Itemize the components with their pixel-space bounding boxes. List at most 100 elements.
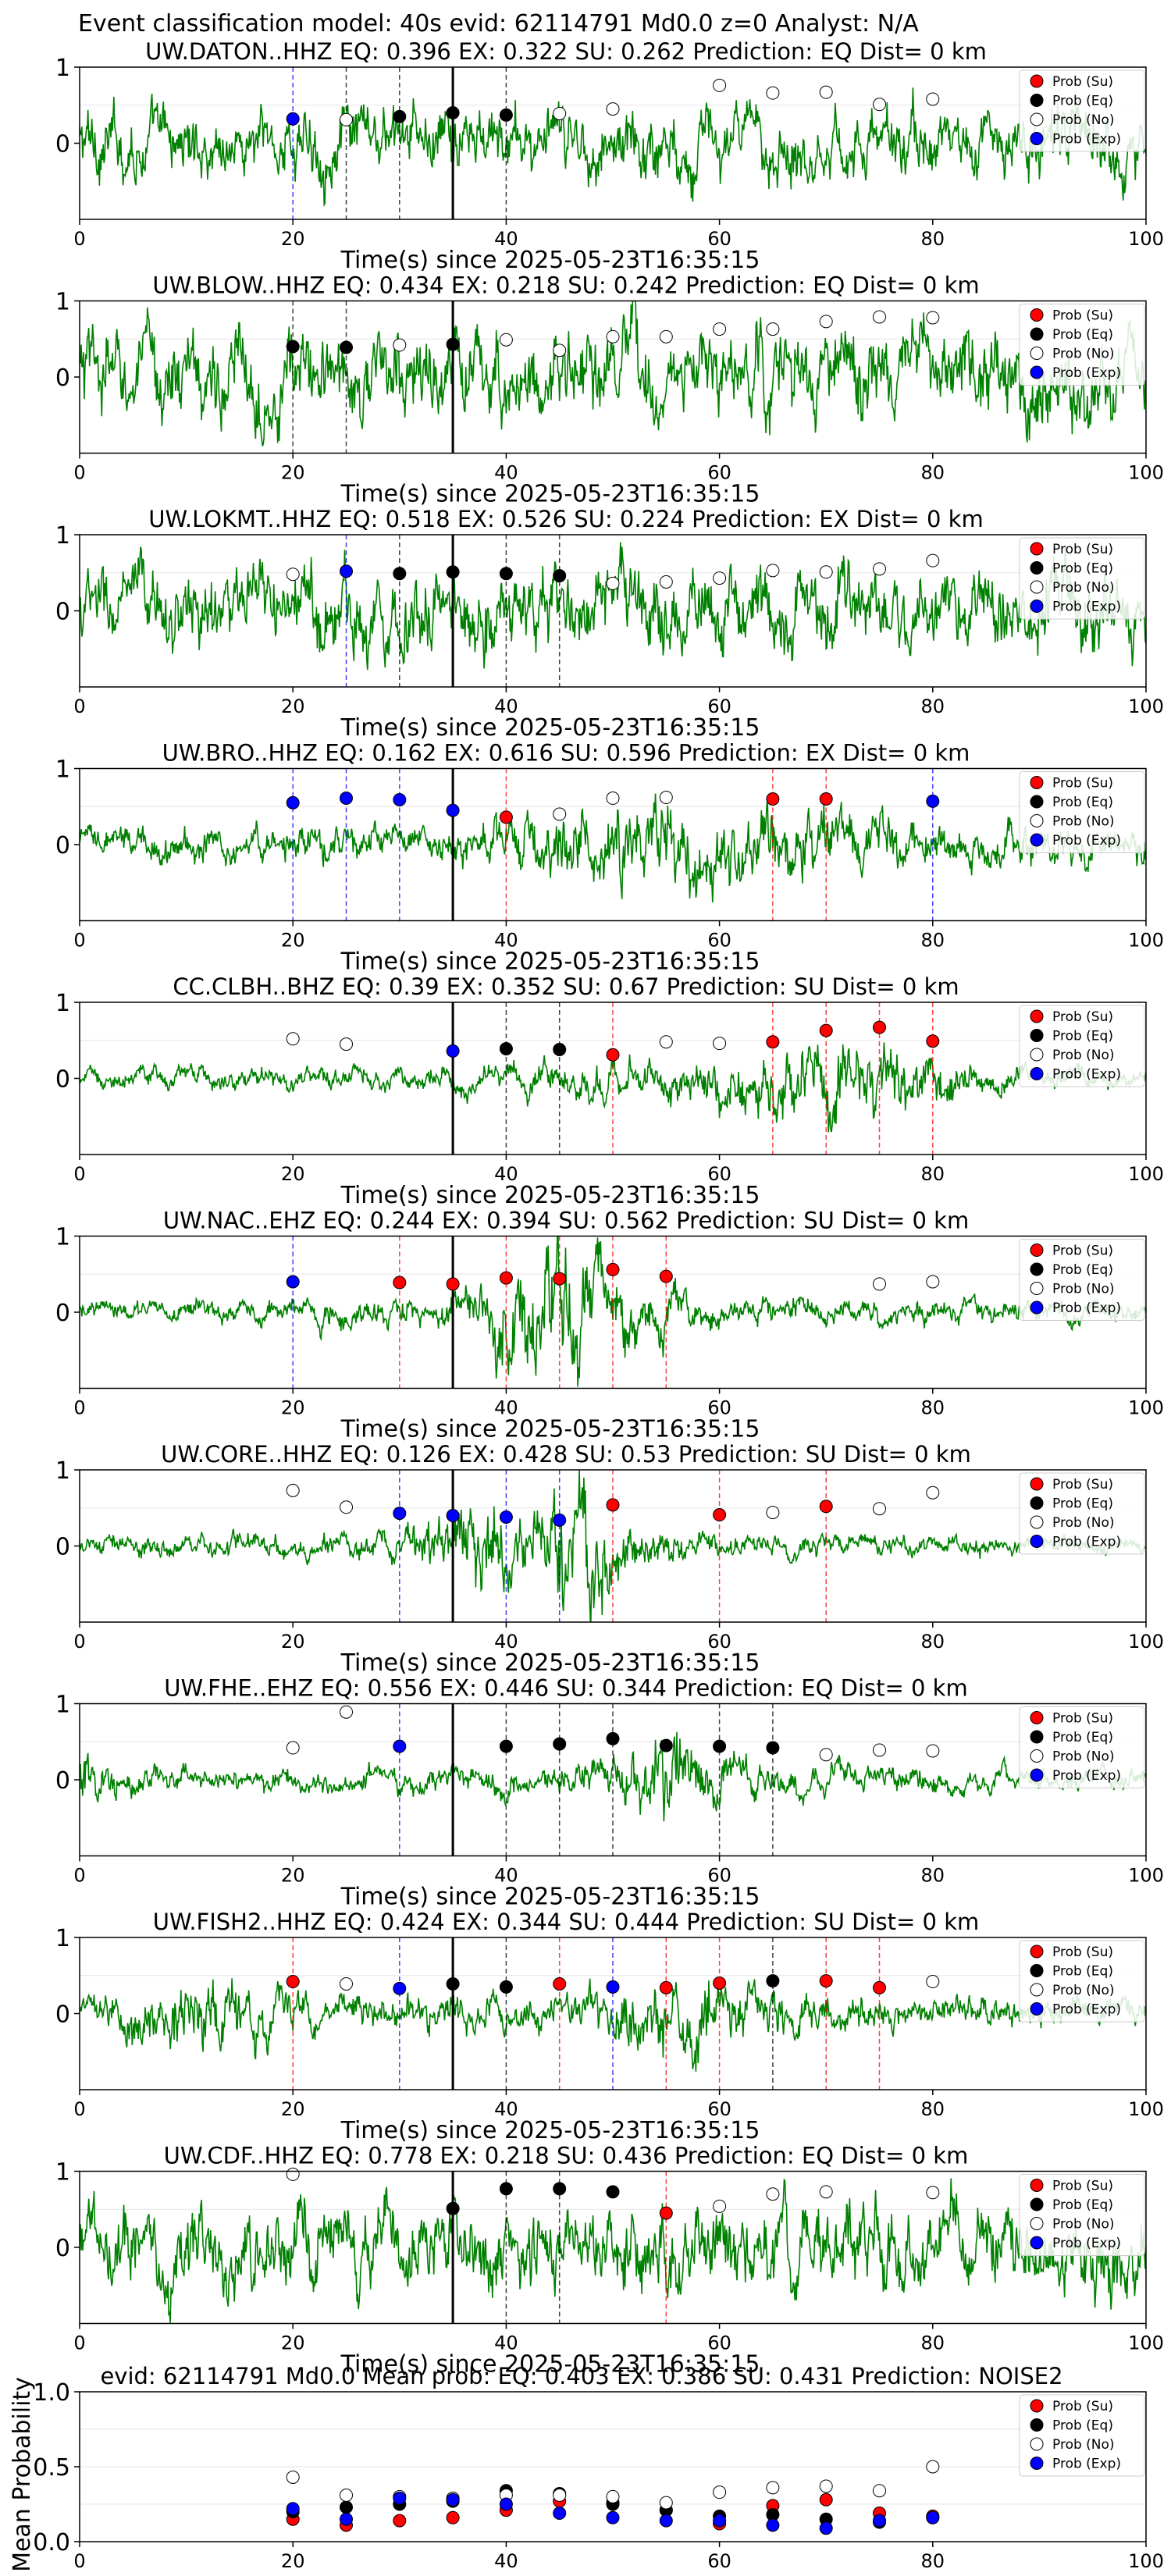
prob-marker-no [393, 338, 407, 352]
legend-marker-no [1030, 112, 1044, 126]
legend-box [1019, 2394, 1145, 2477]
y-axis-label: Mean Probability [9, 2377, 36, 2572]
prob-marker-eq [446, 337, 460, 351]
x-tick-label: 80 [921, 2332, 945, 2354]
y-tick-label: 0 [55, 1300, 70, 1327]
panel-title: CC.CLBH..BHZ EQ: 0.39 EX: 0.352 SU: 0.67… [173, 973, 959, 1000]
prob-marker-no [713, 571, 727, 585]
prob-marker-su [766, 792, 780, 806]
prob-marker-eq [446, 106, 460, 119]
x-tick-label: 100 [1128, 228, 1164, 250]
x-tick-label: 40 [494, 1865, 518, 1887]
x-tick-label: 40 [494, 1631, 518, 1653]
legend-marker-eq [1030, 1496, 1044, 1510]
legend-label: Prob (Su) [1052, 2399, 1113, 2414]
x-tick-label: 20 [281, 2332, 305, 2354]
legend-marker-eq [1030, 94, 1044, 107]
prob-marker-eq [499, 1980, 513, 1994]
x-tick-label: 100 [1128, 930, 1164, 952]
y-tick-label: 0 [55, 2001, 70, 2029]
y-tick-label: 0 [55, 365, 70, 392]
legend-marker-exp [1030, 1535, 1044, 1548]
legend-box [1019, 304, 1145, 386]
waveform-group [80, 2178, 1146, 2323]
prob-marker-no [873, 1743, 886, 1757]
prob-marker-no [926, 1485, 940, 1500]
prob-marker-no [713, 78, 727, 92]
prob-marker-eq [606, 1731, 620, 1745]
prob-marker-no [340, 1037, 353, 1051]
prob-marker-su [393, 1276, 407, 1290]
panel-mean: evid: 62114791 Md0.0 Mean prob: EQ: 0.40… [9, 2363, 1164, 2572]
x-axis-label: Time(s) since 2025-05-23T16:35:15 [340, 1649, 760, 1677]
legend-label: Prob (Exp) [1052, 1768, 1121, 1784]
prob-marker-no [819, 315, 833, 329]
prob-marker-no [659, 575, 673, 589]
prob-marker-su [606, 1262, 620, 1276]
prob-marker-exp [553, 1513, 567, 1527]
prob-marker-no [659, 329, 673, 343]
legend-box [1019, 2174, 1145, 2256]
legend-label: Prob (Eq) [1052, 2418, 1113, 2434]
prob-marker-no [713, 2199, 727, 2213]
x-tick-label: 80 [921, 1163, 945, 1185]
x-tick-label: 100 [1128, 696, 1164, 717]
legend-marker-eq [1030, 1262, 1044, 1276]
legend-label: Prob (Exp) [1052, 2236, 1121, 2251]
prob-marker-no [286, 1483, 300, 1497]
y-tick-label: 0 [55, 832, 70, 859]
x-tick-label: 60 [707, 462, 731, 484]
y-tick-label: 0 [55, 1066, 70, 1094]
prob-marker-no [926, 1275, 940, 1289]
mean-marker-exp [340, 2512, 353, 2526]
legend-label: Prob (Eq) [1052, 1029, 1113, 1044]
legend-label: Prob (No) [1052, 580, 1115, 596]
panel-uw-fish2-hhz: UW.FISH2..HHZ EQ: 0.424 EX: 0.344 SU: 0.… [55, 1909, 1164, 2144]
x-tick-label: 100 [1128, 462, 1164, 484]
mean-marker-no [606, 2489, 620, 2503]
legend-marker-no [1030, 1983, 1044, 1997]
x-tick-label: 60 [707, 1397, 731, 1419]
waveform-trace [80, 1470, 1146, 1622]
prob-marker-no [873, 562, 886, 576]
prob-marker-exp [286, 112, 300, 126]
legend-marker-su [1030, 2399, 1044, 2413]
y-tick-label: 0 [55, 131, 70, 158]
x-tick-label: 60 [707, 930, 731, 952]
x-tick-label: 40 [494, 2550, 518, 2572]
panels: UW.DATON..HHZ EQ: 0.396 EX: 0.322 SU: 0.… [9, 38, 1164, 2572]
prob-marker-eq [499, 1739, 513, 1753]
prob-marker-su [553, 1976, 567, 1991]
legend-label: Prob (Su) [1052, 74, 1113, 90]
prob-marker-eq [659, 1738, 673, 1752]
x-tick-label: 80 [921, 2098, 945, 2120]
legend-marker-eq [1030, 561, 1044, 575]
panel-uw-fhe-ehz: UW.FHE..EHZ EQ: 0.556 EX: 0.446 SU: 0.34… [55, 1675, 1164, 1911]
legend-marker-su [1030, 1009, 1044, 1023]
prob-marker-exp [393, 1981, 407, 1995]
panel-title: UW.DATON..HHZ EQ: 0.396 EX: 0.322 SU: 0.… [145, 38, 987, 65]
prob-marker-eq [553, 2182, 567, 2196]
prob-marker-su [446, 1277, 460, 1291]
x-tick-label: 80 [921, 1865, 945, 1887]
prob-marker-no [873, 1502, 886, 1516]
x-tick-label: 60 [707, 1865, 731, 1887]
mean-marker-no [286, 2470, 300, 2484]
legend-marker-exp [1030, 2236, 1044, 2250]
prob-marker-su [819, 792, 833, 806]
legend-label: Prob (Su) [1052, 1944, 1113, 1960]
legend-marker-eq [1030, 795, 1044, 809]
x-tick-label: 60 [707, 1631, 731, 1653]
mean-marker-no [659, 2496, 673, 2510]
panel-uw-bro-hhz: UW.BRO..HHZ EQ: 0.162 EX: 0.616 SU: 0.59… [55, 740, 1164, 976]
legend-label: Prob (Eq) [1052, 1964, 1113, 1980]
prob-marker-eq [553, 569, 567, 583]
prob-marker-eq [713, 1739, 727, 1753]
legend-marker-eq [1030, 1730, 1044, 1744]
legend-label: Prob (Eq) [1052, 795, 1113, 810]
figure-suptitle: Event classification model: 40s evid: 62… [78, 10, 919, 37]
y-tick-label: 1 [55, 289, 70, 316]
prob-marker-no [553, 807, 567, 821]
prob-marker-su [766, 1035, 780, 1049]
x-tick-label: 40 [494, 696, 518, 717]
